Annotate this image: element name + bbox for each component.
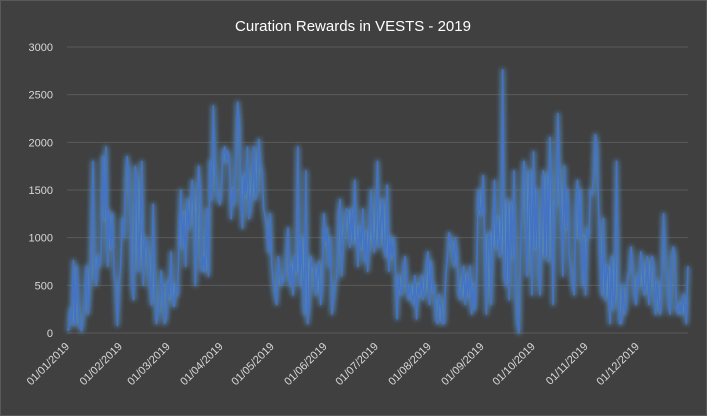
- x-tick-label: 01/03/2019: [125, 341, 172, 388]
- x-tick-label: 01/12/2019: [595, 341, 642, 388]
- y-tick-label: 1000: [29, 233, 53, 245]
- series-line: [66, 69, 689, 334]
- y-tick-label: 0: [47, 328, 53, 340]
- x-tick-label: 01/02/2019: [78, 341, 125, 388]
- x-tick-label: 01/08/2019: [386, 341, 433, 388]
- x-tick-label: 01/07/2019: [333, 341, 380, 388]
- y-tick-label: 2500: [29, 90, 53, 102]
- series-lines: [66, 68, 690, 335]
- y-tick-label: 3000: [29, 42, 53, 54]
- x-tick-label: 01/09/2019: [439, 341, 486, 388]
- x-tick-label: 01/06/2019: [282, 341, 329, 388]
- y-axis-labels: 0 500 1000 1500 2000 2500 3000: [29, 42, 53, 340]
- x-tick-label: 01/11/2019: [544, 341, 591, 388]
- y-tick-label: 1500: [29, 185, 53, 197]
- x-tick-label: 01/01/2019: [25, 341, 72, 388]
- y-tick-label: 2000: [29, 137, 53, 149]
- x-tick-label: 01/10/2019: [490, 341, 537, 388]
- x-tick-label: 01/04/2019: [178, 341, 225, 388]
- x-axis-labels: 01/01/2019 01/02/2019 01/03/2019 01/04/2019…: [25, 341, 642, 388]
- y-tick-label: 500: [35, 280, 53, 292]
- x-tick-label: 01/05/2019: [229, 341, 276, 388]
- chart-title: Curation Rewards in VESTS - 2019: [235, 18, 471, 35]
